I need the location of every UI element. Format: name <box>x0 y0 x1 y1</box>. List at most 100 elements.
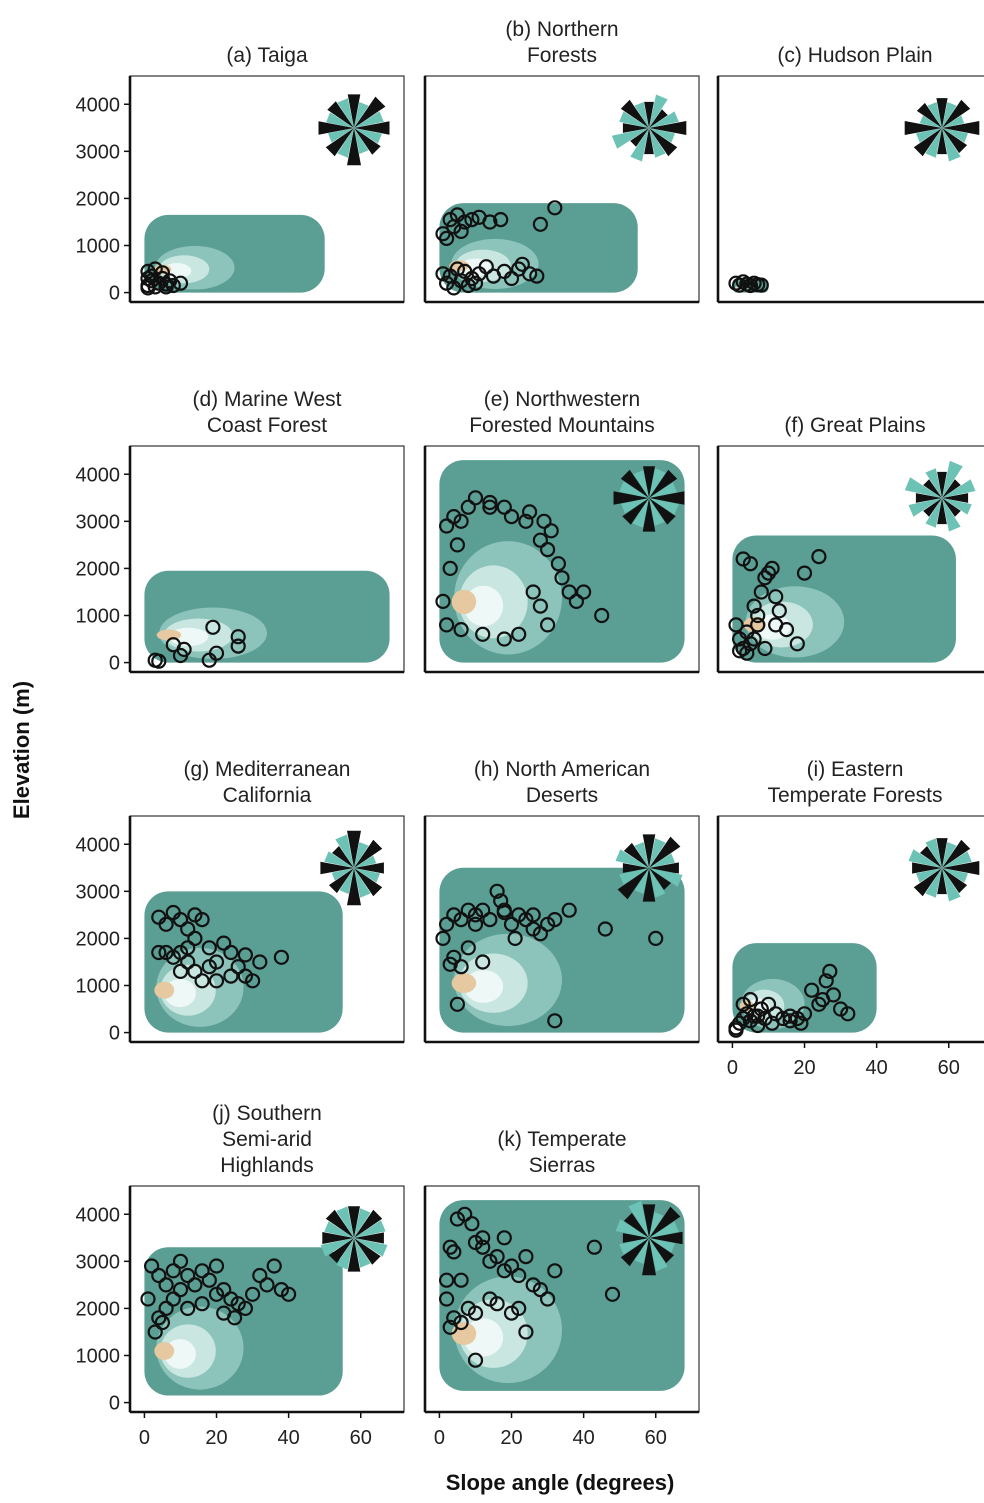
orientation-rose <box>320 1206 388 1272</box>
data-point <box>439 518 455 534</box>
rose-petal <box>643 466 655 498</box>
data-point <box>165 1263 181 1279</box>
panel-title: (k) Temperate Sierras <box>497 1128 626 1177</box>
data-point <box>525 584 541 600</box>
rose-petal <box>649 498 676 525</box>
rose-petal <box>318 121 354 135</box>
rose-petal <box>347 1238 361 1272</box>
plot-area <box>140 214 325 296</box>
panel: (h) North American Deserts <box>423 758 700 1044</box>
data-point <box>467 275 484 291</box>
data-point <box>147 1324 163 1340</box>
data-point <box>144 1258 160 1274</box>
data-point <box>201 959 217 975</box>
plot-area <box>728 274 769 294</box>
x-tick-label: 40 <box>573 1427 595 1449</box>
data-point <box>532 532 549 548</box>
data-point <box>208 1258 225 1274</box>
data-point <box>760 996 777 1012</box>
data-point <box>439 1291 455 1307</box>
rose-petal <box>354 868 371 898</box>
rose-petal <box>649 1206 681 1238</box>
panel-title: (i) Eastern Temperate Forests <box>767 758 942 807</box>
orientation-rose <box>904 460 976 532</box>
panel: (c) Hudson Plain <box>716 44 984 304</box>
rose-petal <box>904 477 942 498</box>
data-point <box>789 636 805 652</box>
rose-petal <box>633 470 649 498</box>
data-point <box>514 256 530 272</box>
rose-petal <box>619 868 649 885</box>
rose-petal <box>622 863 649 873</box>
panel: (j) Southern Semi-arid Highlands 0 1000 2000 3… <box>76 1102 405 1449</box>
data-point <box>518 1324 534 1340</box>
rose-petal <box>320 861 354 875</box>
data-point <box>165 277 181 294</box>
x-tick-label: 40 <box>866 1057 888 1079</box>
rose-petal <box>613 491 649 505</box>
data-point <box>768 589 784 605</box>
rose-petal <box>942 128 961 162</box>
panel-title-line: (i) Eastern <box>807 758 904 781</box>
panel-title-line: Forested Mountains <box>469 414 655 437</box>
panel-title-line: (c) Hudson Plain <box>777 44 932 67</box>
data-point <box>187 930 203 947</box>
rose-petal <box>942 839 971 868</box>
data-point <box>782 1013 798 1029</box>
panel-title-line: Highlands <box>220 1154 313 1177</box>
rose-petal <box>649 1238 668 1272</box>
data-point <box>550 556 567 572</box>
rose-petal <box>908 849 942 868</box>
data-point <box>446 949 462 965</box>
y-tick-label: 0 <box>109 283 120 305</box>
x-tick-label: 60 <box>938 1057 960 1079</box>
data-point <box>757 640 773 657</box>
data-point <box>503 508 520 525</box>
rose-petal <box>649 838 666 868</box>
rose-petal <box>942 493 969 503</box>
rose-petal <box>937 498 947 525</box>
rose-petal <box>942 128 968 143</box>
data-point <box>230 629 246 645</box>
rose-petal <box>942 102 957 128</box>
panel: (i) Eastern Temperate Forests 0 20 40 60 <box>716 758 984 1079</box>
rose-petal <box>644 101 654 128</box>
panel-title-line: (k) Temperate <box>497 1128 626 1151</box>
panel-title: (c) Hudson Plain <box>777 44 932 67</box>
panel-title-line: California <box>223 784 312 807</box>
data-point <box>507 930 523 947</box>
panel-title-line: Deserts <box>526 784 598 807</box>
rose-petal <box>615 849 649 868</box>
data-point <box>496 631 512 647</box>
data-point <box>151 653 167 669</box>
data-point <box>771 603 787 619</box>
data-point <box>453 513 469 529</box>
data-point <box>796 1006 813 1022</box>
panel: (f) Great Plains <box>716 414 984 674</box>
data-point <box>194 1263 210 1279</box>
plot-area <box>435 867 685 1033</box>
rose-petal <box>354 839 383 868</box>
panel-title-line: (d) Marine West <box>193 388 342 411</box>
rose-petal <box>348 1206 360 1238</box>
data-point <box>511 626 527 642</box>
data-point <box>252 1267 268 1284</box>
data-point <box>223 968 239 984</box>
data-point <box>259 1277 275 1293</box>
data-point <box>230 638 246 654</box>
data-point <box>172 275 189 291</box>
data-point <box>187 1277 203 1293</box>
data-point <box>230 959 246 975</box>
data-point <box>208 645 225 661</box>
data-point <box>742 991 759 1008</box>
data-point <box>840 1006 856 1022</box>
data-point <box>568 593 585 610</box>
plot-area <box>728 535 956 663</box>
rose-petal <box>623 842 649 868</box>
rose-petal <box>324 851 354 868</box>
rose-petal <box>925 498 942 528</box>
data-point <box>489 883 505 899</box>
data-point <box>449 537 465 553</box>
x-tick-label: 20 <box>793 1057 815 1079</box>
data-point <box>453 621 469 638</box>
